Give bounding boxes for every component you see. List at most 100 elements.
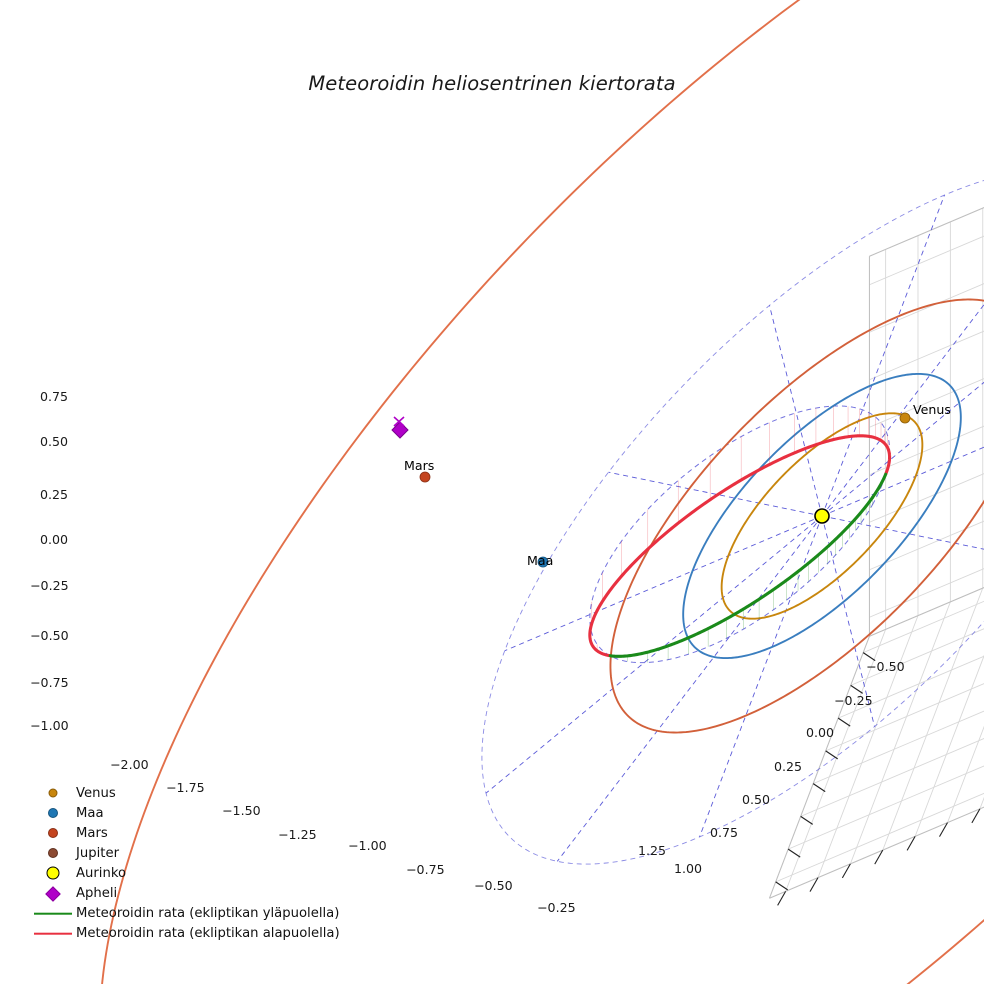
legend-key-line-icon (30, 924, 76, 944)
x-axis-tick-label: −1.25 (278, 827, 317, 842)
x-tick-mark (777, 891, 787, 906)
floor-grid-x (979, 796, 984, 810)
z-axis-tick-label: 0.00 (40, 532, 69, 547)
marker-mars (419, 471, 431, 483)
legend-line-swatch (34, 912, 72, 915)
marker-maa (537, 556, 549, 568)
floor-grid-y (863, 600, 984, 654)
marker-apheli (391, 416, 409, 439)
z-axis-tick-label: 0.25 (40, 487, 69, 502)
x-tick-mark (971, 808, 981, 824)
floor-grid-x (817, 615, 919, 878)
legend-item[interactable]: Jupiter (30, 843, 350, 863)
page-title: Meteoroidin heliosentrinen kiertorata (308, 72, 676, 95)
legend-item-label: Maa (76, 805, 104, 821)
floor-grid-y (850, 628, 984, 686)
y-tick-mark (800, 815, 813, 825)
x-axis-tick-label: −2.00 (110, 757, 149, 772)
floor-grid-x (882, 587, 984, 851)
z-axis-tick-label: 0.50 (40, 434, 69, 449)
sun-radial-guide (556, 515, 823, 862)
orbit-stems (590, 406, 890, 663)
floor-grid-x (849, 601, 951, 865)
y-axis-tick-label: −0.25 (834, 693, 873, 708)
y-axis-tick-label: 0.50 (742, 792, 771, 807)
legend-item[interactable]: Apheli (30, 883, 350, 903)
y-axis-tick-label: 1.25 (638, 843, 667, 858)
legend-item[interactable]: Mars (30, 823, 350, 843)
y-tick-mark (837, 717, 851, 727)
pane-edge (869, 207, 984, 257)
orbit-path-venus (720, 412, 924, 620)
z-axis-tick-label: −1.00 (30, 718, 69, 733)
legend-diamond-swatch (45, 885, 61, 902)
z-axis-tick-label: −0.75 (30, 675, 69, 690)
meteoroid-below-ecliptic (588, 434, 892, 658)
back-wall-grid-h (869, 283, 984, 333)
legend-item-label: Jupiter (76, 845, 119, 861)
legend-item[interactable]: Meteoroidin rata (ekliptikan yläpuolella… (30, 904, 350, 924)
legend-item[interactable]: Venus (30, 783, 350, 803)
sun-radial-guide (504, 515, 823, 652)
z-axis-tick-label: −0.25 (30, 578, 69, 593)
sun-radial-guide (769, 305, 823, 517)
back-wall-grid-h (869, 520, 984, 571)
back-wall-grid-h (869, 378, 984, 428)
pane-edge (869, 587, 984, 637)
back-wall-grid-h (869, 568, 984, 618)
x-tick-mark (809, 877, 819, 892)
legend-dot-swatch (48, 848, 58, 859)
x-tick-mark (939, 822, 948, 837)
marker-sun (814, 508, 830, 524)
y-tick-mark (850, 684, 863, 694)
meteoroid-above-ecliptic (870, 472, 888, 500)
legend-line-swatch (34, 932, 72, 935)
floor-grid-y (838, 655, 984, 719)
y-tick-mark (787, 848, 801, 858)
orbit-path-jupiter (101, 0, 984, 984)
sun-radial-guide (821, 515, 875, 727)
sun-radial-guide (821, 381, 984, 517)
back-wall-grid-h (869, 235, 984, 286)
legend-item-label: Meteoroidin rata (ekliptikan yläpuolella… (76, 906, 340, 922)
sun-radial-guide (821, 303, 984, 517)
back-wall-grid-h (869, 473, 984, 523)
y-tick-mark (812, 783, 826, 793)
body-label-maa: Maa (527, 553, 554, 568)
y-axis-tick-label: −0.50 (866, 659, 905, 674)
orbit-path-maa (682, 372, 962, 660)
sun-radial-guide (821, 194, 945, 517)
y-axis-tick-label: 1.00 (674, 861, 703, 876)
y-axis-tick-label: 0.00 (806, 725, 835, 740)
legend-item[interactable]: Aurinko (30, 863, 350, 883)
floor-grid-x (947, 725, 984, 823)
legend-item-label: Aurinko (76, 865, 127, 881)
legend-item[interactable]: Maa (30, 803, 350, 823)
ecliptic-guide-ring (481, 180, 984, 865)
legend-key-circle-icon (30, 803, 76, 823)
legend-item[interactable]: Meteoroidin rata (ekliptikan alapuolella… (30, 924, 350, 944)
legend-dot-swatch (48, 808, 58, 819)
floor-grid-y (775, 792, 984, 883)
back-wall-grid-h (869, 425, 984, 476)
ecliptic-projection-lines (481, 180, 984, 865)
z-axis-tick-label: −0.50 (30, 628, 69, 643)
legend-dot-swatch (46, 866, 60, 880)
legend-key-circle-icon (30, 843, 76, 863)
x-axis-tick-label: −0.75 (406, 862, 445, 877)
legend-key-circle-icon (30, 863, 76, 883)
back-wall-grid-h (869, 330, 984, 381)
x-axis-tick-label: −0.50 (474, 878, 513, 893)
legend-item-label: Meteoroidin rata (ekliptikan alapuolella… (76, 926, 340, 942)
back-wall-grid-h (869, 207, 984, 257)
legend-item-label: Mars (76, 825, 108, 841)
sun-radial-guide (699, 515, 823, 838)
sun-radial-guide (821, 515, 984, 550)
y-tick-mark (775, 881, 788, 891)
legend-dot-swatch (48, 788, 58, 798)
y-axis-tick-label: 0.25 (774, 759, 803, 774)
axis-tick-marks (775, 652, 981, 906)
x-tick-mark (874, 849, 884, 865)
